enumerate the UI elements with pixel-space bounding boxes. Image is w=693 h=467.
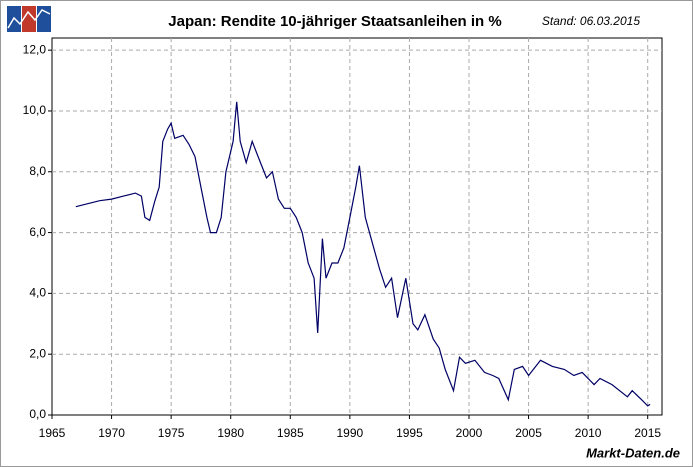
subtitle: Stand: 06.03.2015	[542, 14, 640, 28]
x-tick-label: 1985	[277, 426, 304, 440]
x-tick-label: 2005	[515, 426, 542, 440]
chart-title: Japan: Rendite 10-jähriger Staatsanleihe…	[168, 13, 501, 30]
x-tick-label: 1965	[39, 426, 66, 440]
y-tick-label: 6,0	[29, 225, 46, 239]
x-tick-label: 1990	[337, 426, 364, 440]
x-tick-label: 2000	[456, 426, 483, 440]
x-tick-label: 1975	[158, 426, 185, 440]
logo	[7, 6, 51, 32]
series-line	[75, 101, 651, 407]
x-tick-label: 1970	[98, 426, 125, 440]
x-tick-label: 1980	[217, 426, 244, 440]
y-tick-label: 0,0	[29, 407, 46, 421]
x-tick-label: 1995	[396, 426, 423, 440]
x-tick-label: 2015	[634, 426, 661, 440]
plot-area	[51, 37, 663, 416]
x-tick-label: 2010	[575, 426, 602, 440]
y-tick-label: 10,0	[23, 103, 47, 117]
y-tick-label: 4,0	[29, 286, 46, 300]
source: Markt-Daten.de	[586, 445, 680, 460]
y-tick-label: 8,0	[29, 164, 46, 178]
y-tick-label: 2,0	[29, 346, 46, 360]
y-tick-label: 12,0	[23, 42, 47, 56]
